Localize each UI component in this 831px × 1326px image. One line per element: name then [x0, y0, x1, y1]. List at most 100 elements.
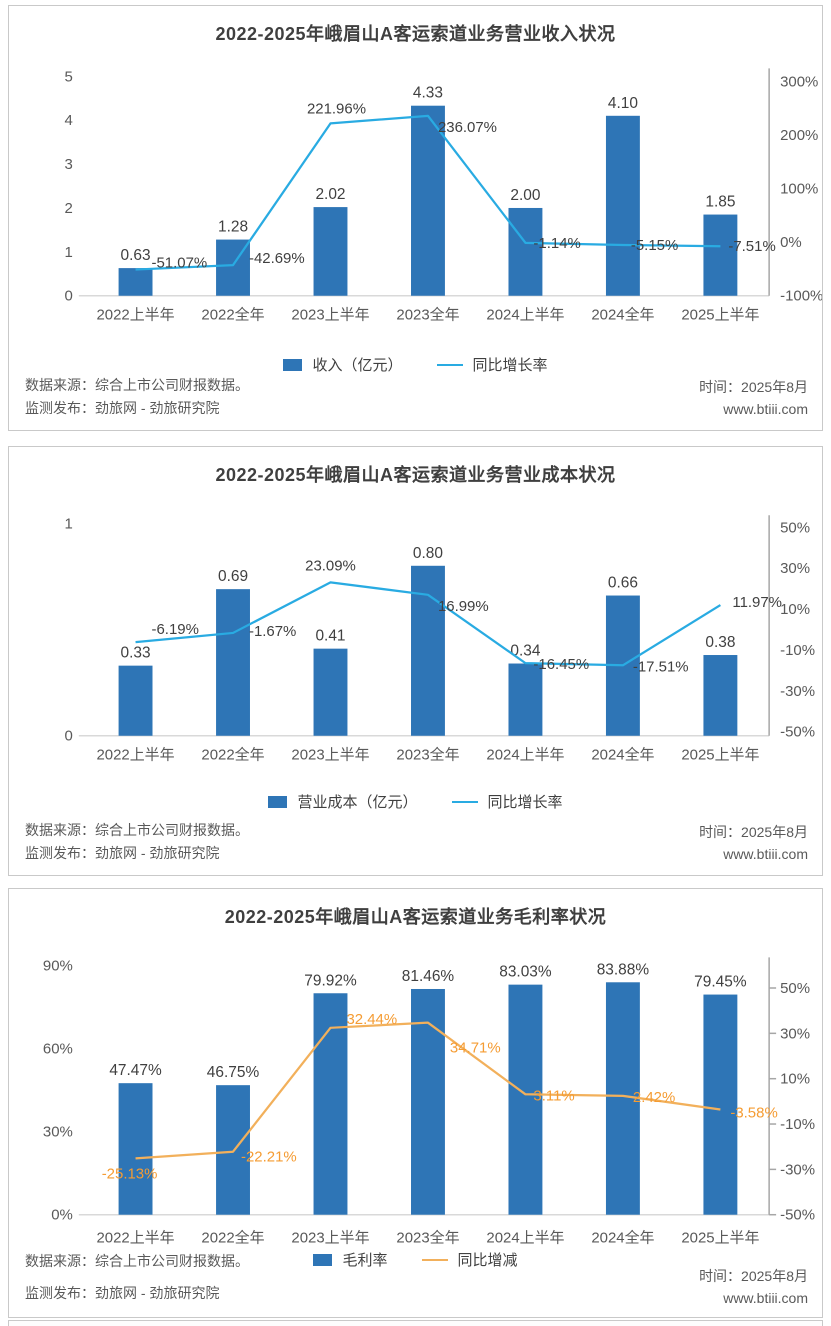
bar [313, 993, 348, 1215]
website-link[interactable]: www.btiii.com [723, 401, 808, 417]
bar-value-label: 0.66 [608, 575, 638, 592]
category-label: 2025上半年 [681, 1230, 759, 1247]
left-axis-tick-label: 2 [65, 200, 73, 217]
bar-legend-swatch [313, 1253, 333, 1266]
category-label: 2024上半年 [486, 747, 564, 764]
right-axis-tick-label: 30% [780, 560, 810, 577]
report-meta-block: 时间：2025年8月 www.btiii.com [699, 376, 808, 420]
panel-footer: 数据来源：综合上市公司财报数据。 监测发布：劲旅网 - 劲旅研究院 时间：202… [25, 1245, 808, 1309]
website-link[interactable]: www.btiii.com [723, 846, 808, 862]
right-axis-tick-label: 30% [780, 1025, 810, 1042]
report-meta-block: 时间：2025年8月 www.btiii.com [699, 1265, 808, 1309]
line-value-label: -1.67% [249, 623, 296, 640]
data-source-line: 数据来源：综合上市公司财报数据。 [25, 377, 249, 393]
bar-value-label: 46.75% [207, 1064, 260, 1081]
bar-value-label: 0.69 [218, 568, 248, 585]
left-axis-tick-label: 30% [43, 1124, 73, 1141]
category-label: 2023上半年 [291, 307, 369, 324]
line-value-label: 16.99% [438, 598, 489, 615]
bar-value-label: 0.41 [315, 628, 345, 645]
bar-value-label: 0.63 [121, 247, 151, 264]
publisher-line: 监测发布：劲旅网 - 劲旅研究院 [25, 1285, 220, 1301]
left-axis-tick-label: 90% [43, 957, 73, 974]
bar [508, 663, 543, 736]
left-axis-tick-label: 1 [65, 515, 73, 532]
bar-value-label: 1.85 [705, 194, 735, 211]
bar-legend-label: 收入（亿元） [312, 357, 403, 374]
line-value-label: -7.51% [728, 238, 775, 255]
bar [411, 105, 445, 296]
bar-legend-swatch [283, 358, 303, 371]
growth-rate-line [135, 114, 721, 271]
website-link[interactable]: www.btiii.com [723, 1290, 808, 1306]
left-axis-tick-label: 0 [65, 288, 73, 305]
bar [216, 589, 250, 736]
revenue-chart-panel: 2022-2025年峨眉山A客运索道业务营业收入状况 5 4 3 2 1 0 300% 200… [8, 5, 823, 431]
bar-value-label: 79.92% [304, 972, 357, 989]
bar-value-label: 47.47% [109, 1062, 162, 1079]
left-axis-tick-label: 4 [65, 112, 73, 129]
right-axis-tick-label: 0% [780, 234, 802, 251]
line-value-label: 23.09% [305, 557, 356, 574]
line-value-label: -1.14% [533, 235, 580, 252]
data-source-block: 数据来源：综合上市公司财报数据。 监测发布：劲旅网 - 劲旅研究院 [25, 1245, 249, 1309]
bar [605, 115, 640, 296]
line-value-label: 236.07% [438, 119, 497, 136]
line-legend-swatch [421, 1258, 448, 1261]
line-value-label: 3.11% [533, 1087, 574, 1104]
left-axis-tick-label: 1 [65, 244, 73, 261]
right-axis-tick-label: -30% [780, 1161, 815, 1178]
left-axis-tick-label: 3 [65, 156, 73, 173]
cost-chart-title: 2022-2025年峨眉山A客运索道业务营业成本状况 [215, 465, 616, 485]
gross-margin-chart: 90% 60% 30% 0% 50% 30% 10% -10% -30% -50% 2022上半年 2… [43, 957, 815, 1247]
data-source-line: 数据来源：综合上市公司财报数据。 [25, 1253, 249, 1269]
report-time: 时间：2025年8月 [699, 1268, 808, 1284]
bar [118, 268, 153, 296]
bar [703, 655, 738, 736]
category-label: 2022全年 [201, 306, 264, 324]
bar [313, 648, 348, 736]
gross-margin-legend: 毛利率 同比增减 [9, 1249, 822, 1270]
bar-legend-swatch [268, 795, 288, 808]
left-axis-tick-label: 5 [65, 68, 73, 85]
category-label: 2023上半年 [291, 747, 369, 764]
line-legend-swatch [436, 363, 463, 366]
right-axis-tick-label: -30% [780, 683, 815, 700]
line-value-label: -17.51% [633, 658, 689, 675]
revenue-legend: 收入（亿元） 同比增长率 [9, 354, 822, 375]
line-value-label: 32.44% [346, 1011, 397, 1028]
report-time: 时间：2025年8月 [699, 379, 808, 395]
next-panel-top-edge [8, 1320, 823, 1326]
category-label: 2024全年 [591, 1229, 654, 1247]
bar [118, 665, 153, 736]
gross-margin-chart-panel: 2022-2025年峨眉山A客运索道业务毛利率状况 90% 60% 30% 0% 50%… [8, 888, 823, 1318]
bar [508, 984, 543, 1215]
revenue-chart-title: 2022-2025年峨眉山A客运索道业务营业收入状况 [215, 24, 616, 44]
line-legend-label: 同比增减 [457, 1252, 518, 1269]
line-legend-label: 同比增长率 [487, 794, 563, 811]
cost-legend: 营业成本（亿元） 同比增长率 [9, 791, 822, 812]
bar [703, 994, 738, 1215]
line-value-label: -25.13% [102, 1165, 158, 1182]
data-source-block: 数据来源：综合上市公司财报数据。 监测发布：劲旅网 - 劲旅研究院 [25, 374, 249, 420]
bar-value-label: 83.03% [499, 964, 552, 981]
line-value-label: -3.58% [730, 1104, 777, 1121]
publisher-line: 监测发布：劲旅网 - 劲旅研究院 [25, 400, 220, 416]
bar [703, 214, 738, 296]
line-value-label: 221.96% [307, 100, 366, 117]
right-axis-tick-label: 100% [780, 181, 818, 198]
cost-chart: 1 0 50% 30% 10% -10% -30% -50% 2022上半年 2022全年 2023… [65, 515, 816, 764]
bar-value-label: 2.00 [510, 187, 540, 204]
category-label: 2022全年 [201, 746, 264, 764]
left-axis-tick-label: 0% [51, 1207, 73, 1224]
bar-legend-label: 毛利率 [342, 1252, 388, 1269]
report-time: 时间：2025年8月 [699, 824, 808, 840]
line-legend-label: 同比增长率 [472, 357, 548, 374]
category-label: 2024上半年 [486, 1230, 564, 1247]
cost-chart-panel: 2022-2025年峨眉山A客运索道业务营业成本状况 1 0 50% 30% 10% -1… [8, 446, 823, 876]
panel-footer: 数据来源：综合上市公司财报数据。 监测发布：劲旅网 - 劲旅研究院 时间：202… [25, 374, 808, 420]
right-axis-tick-label: 10% [780, 601, 810, 618]
line-value-label: 34.71% [450, 1040, 501, 1057]
right-axis-tick-label: 50% [780, 519, 810, 536]
bar-value-label: 0.34 [510, 643, 540, 660]
